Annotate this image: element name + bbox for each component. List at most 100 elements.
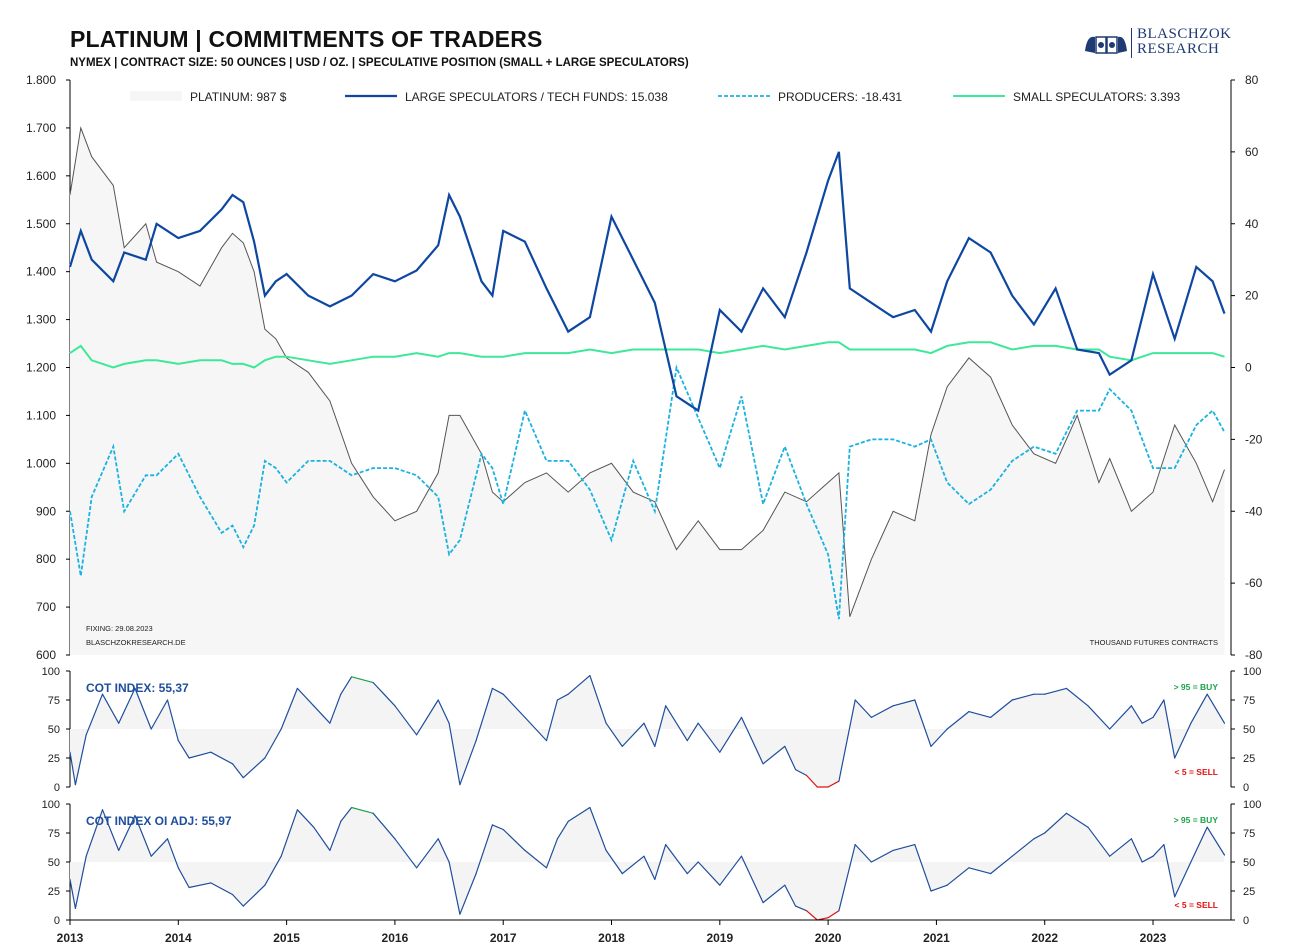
cot-line-segment — [762, 884, 786, 904]
cot-line-segment — [1152, 699, 1165, 719]
cot-index-label: COT INDEX OI ADJ: 55,97 — [86, 814, 232, 828]
cot-line-segment — [372, 812, 396, 840]
cot-line-segment — [556, 693, 569, 701]
cot-line-segment — [1130, 838, 1143, 863]
left-tick-label: 1.000 — [26, 456, 56, 470]
cot-line-segment — [1190, 826, 1208, 863]
cot-line-segment — [459, 739, 477, 786]
legend-platinum: PLATINUM: 987 $ — [190, 90, 287, 104]
cot-left-tick-label: 50 — [48, 857, 60, 869]
cot-line-segment — [502, 828, 526, 852]
cot-line-segment — [1152, 843, 1165, 857]
cot-line-segment — [914, 699, 932, 748]
cot-line-segment — [1206, 826, 1226, 856]
cot-line-segment — [177, 739, 190, 759]
cot-line-segment — [665, 705, 688, 742]
cot-right-tick-label: 100 — [1243, 666, 1261, 678]
right-tick-label: 20 — [1245, 289, 1259, 303]
right-tick-label: 60 — [1245, 145, 1259, 159]
cot-left-tick-label: 0 — [54, 915, 60, 927]
cot-line-segment — [329, 693, 342, 724]
x-tick-label: 2018 — [598, 931, 625, 945]
logo-line-1: BLASCHZOK — [1137, 26, 1232, 42]
left-tick-label: 1.100 — [26, 408, 56, 422]
cot-line-segment — [838, 843, 856, 912]
cot-line-segment — [643, 722, 656, 748]
cot-line-segment — [1206, 693, 1226, 724]
cot-line-segment — [166, 838, 179, 869]
cot-line-segment — [150, 838, 169, 857]
cot-line-segment — [1141, 855, 1154, 863]
cot-line-segment — [491, 687, 504, 695]
logo-line-2: RESEARCH — [1137, 41, 1220, 57]
cot-line-segment — [654, 843, 667, 881]
cot-right-tick-label: 100 — [1243, 799, 1261, 811]
cot-line-segment — [621, 855, 645, 875]
cot-left-tick-label: 75 — [48, 695, 60, 707]
logo-divider — [1131, 28, 1132, 58]
cot-line-segment — [1174, 722, 1192, 759]
cot-line-segment — [556, 820, 569, 840]
left-tick-label: 1.400 — [26, 265, 56, 279]
cot-area — [70, 675, 1225, 787]
cot-line-segment — [502, 693, 526, 719]
cot-line-segment — [134, 687, 152, 730]
cot-line-segment — [719, 855, 743, 886]
cot-line-segment — [686, 722, 699, 742]
cot-line-segment — [1141, 716, 1154, 724]
cot-line-segment — [242, 884, 266, 907]
right-tick-label: -20 — [1245, 432, 1263, 446]
cot-left-tick-label: 100 — [42, 799, 60, 811]
cot-line-segment — [85, 693, 104, 736]
x-tick-label: 2014 — [165, 931, 192, 945]
cot-line-segment — [1044, 812, 1068, 834]
cot-right-tick-label: 50 — [1243, 857, 1255, 869]
cot-left-tick-label: 75 — [48, 828, 60, 840]
cot-line-segment — [340, 676, 353, 695]
cot-line-segment — [838, 699, 856, 782]
cot-line-segment — [719, 716, 743, 753]
cot-line-segment — [340, 806, 353, 823]
x-tick-label: 2015 — [273, 931, 300, 945]
cot-line-segment — [210, 882, 234, 896]
cot-line-segment — [74, 734, 87, 786]
cot-line-segment — [827, 910, 840, 919]
cot-line-segment — [1065, 812, 1089, 828]
cot-line-segment — [930, 728, 948, 748]
cot-line-segment — [1163, 699, 1176, 759]
cot-left-tick-label: 50 — [48, 724, 60, 736]
cot-line-segment — [448, 861, 461, 915]
cot-line-segment — [475, 824, 493, 875]
cot-line-segment — [1065, 687, 1089, 707]
x-tick-label: 2019 — [706, 931, 733, 945]
cot-line-segment — [968, 867, 992, 875]
cot-line-segment — [188, 882, 212, 889]
cot-line-segment — [491, 824, 504, 831]
cot-area — [70, 807, 1225, 920]
cot-line-segment — [968, 710, 992, 719]
legend-large-speculators: LARGE SPECULATORS / TECH FUNDS: 15.038 — [405, 90, 668, 104]
right-tick-label: 80 — [1245, 73, 1259, 87]
cot-line-segment — [313, 826, 331, 852]
legend-swatch-platinum — [130, 91, 182, 101]
cot-line-segment — [621, 722, 645, 748]
cot-line-segment — [1087, 705, 1111, 730]
cot-line-segment — [605, 849, 623, 875]
cot-line-segment — [475, 687, 493, 742]
cot-line-segment — [69, 878, 77, 910]
source-note: BLASCHZOKRESEARCH.DE — [86, 638, 186, 647]
cot-line-segment — [762, 745, 786, 765]
left-tick-label: 600 — [36, 648, 56, 662]
left-tick-label: 900 — [36, 504, 56, 518]
cot-right-tick-label: 75 — [1243, 695, 1255, 707]
left-tick-label: 1.500 — [26, 217, 56, 231]
platinum-price-line — [69, 125, 1225, 617]
cot-line-segment — [589, 806, 607, 852]
cot-line-segment — [150, 699, 169, 730]
cot-line-segment — [351, 806, 374, 814]
cot-line-segment — [1109, 838, 1133, 857]
cot-left-tick-label: 25 — [48, 753, 60, 765]
cot-line-segment — [264, 855, 282, 886]
cot-line-segment — [1033, 832, 1046, 840]
cot-line-segment — [1174, 861, 1192, 898]
